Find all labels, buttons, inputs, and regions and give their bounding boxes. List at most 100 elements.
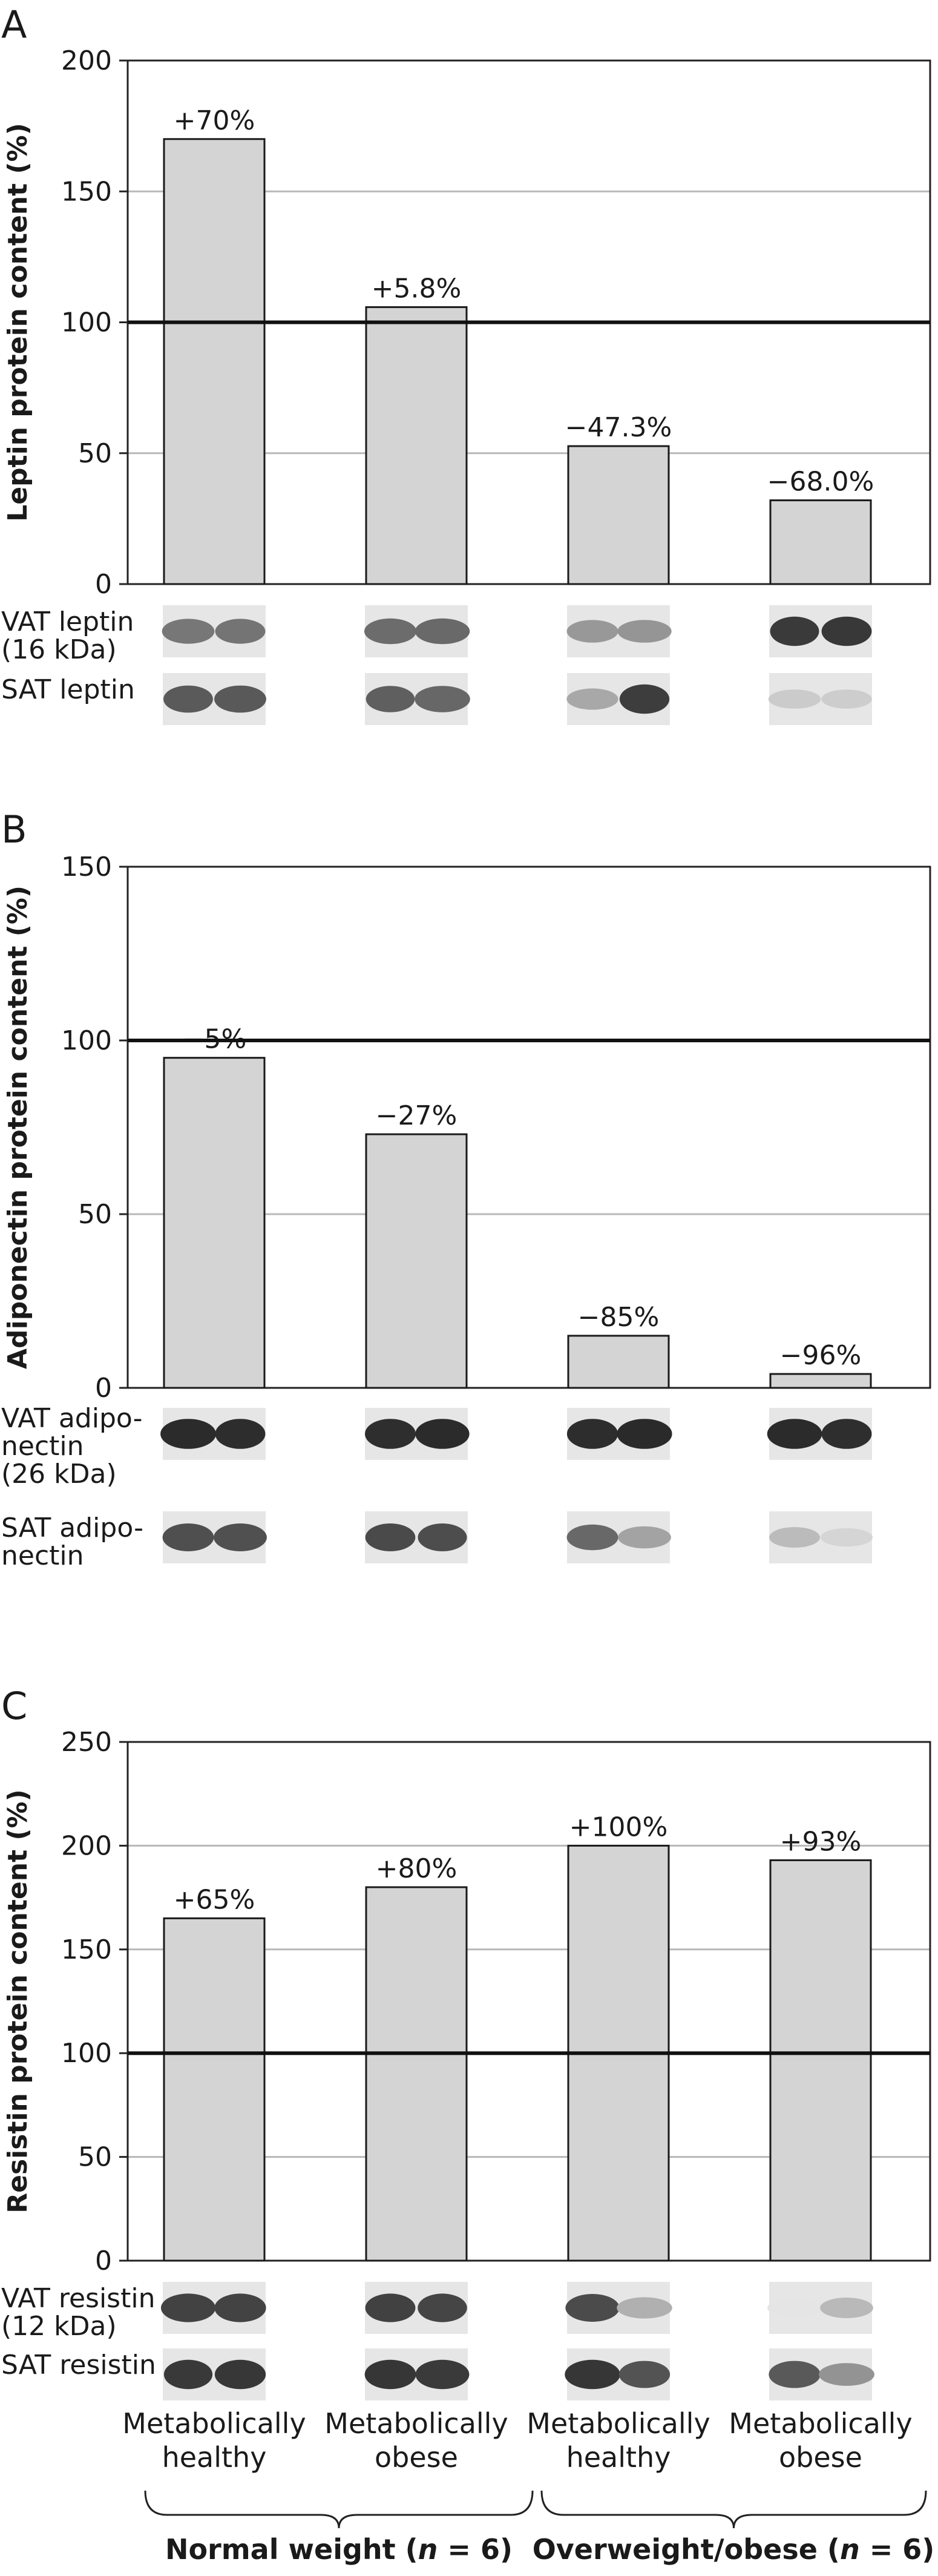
y-tick-label: 50 <box>78 438 112 469</box>
y-tick-label: 150 <box>61 176 112 207</box>
blot-band <box>566 1419 618 1449</box>
y-tick-label: 50 <box>78 2142 112 2173</box>
panel-letter: C <box>1 1684 27 1728</box>
blot-band <box>821 1528 873 1547</box>
blot-band <box>163 2359 213 2390</box>
blot-row: SAT resistin <box>1 2348 874 2400</box>
blot-band <box>215 619 266 644</box>
data-label: −96% <box>780 1340 862 1371</box>
group-label: Metabolically <box>729 2407 912 2440</box>
blot-band <box>160 1419 216 1449</box>
group-label: obese <box>375 2441 458 2474</box>
bar <box>163 138 266 585</box>
data-label: −68.0% <box>767 467 874 498</box>
blot-label: SAT adipo- <box>1 1513 143 1543</box>
blot-band <box>214 1523 267 1551</box>
blot-band <box>617 620 672 643</box>
blot-band <box>767 1419 822 1449</box>
data-label: +70% <box>174 105 255 136</box>
group-label: Metabolically <box>526 2407 710 2440</box>
blot-band <box>415 686 470 712</box>
bar <box>365 1886 468 2262</box>
y-tick-label: 50 <box>78 1199 112 1230</box>
y-tick-label: 0 <box>95 569 112 600</box>
blot-band <box>821 689 872 709</box>
blot-band <box>162 619 215 644</box>
blot-band <box>163 685 213 713</box>
bar <box>163 1057 266 1389</box>
group-label: Metabolically <box>324 2407 508 2440</box>
blot-label: (16 kDa) <box>1 634 117 665</box>
blot-band <box>215 1419 266 1449</box>
blot-band <box>365 1523 416 1551</box>
y-tick-label: 100 <box>61 2038 112 2069</box>
blot-band <box>418 1523 467 1551</box>
brace-normal-weight <box>144 2490 534 2529</box>
y-tick-label: 100 <box>61 307 112 338</box>
blot-label: VAT resistin <box>1 2283 155 2314</box>
blot-band <box>364 2359 416 2390</box>
data-label: +93% <box>780 1826 862 1857</box>
blot-band <box>618 1526 671 1549</box>
blot-band <box>366 686 415 712</box>
blot-band <box>365 2293 416 2322</box>
y-tick-label: 150 <box>61 1934 112 1965</box>
y-tick-label: 0 <box>95 1373 112 1404</box>
bar <box>567 1335 670 1389</box>
blot-label: (12 kDa) <box>1 2311 117 2342</box>
blot-label: SAT resistin <box>1 2350 156 2380</box>
blot-band <box>364 618 417 645</box>
blot-band <box>769 1527 820 1548</box>
bar <box>365 306 468 585</box>
panel-letter: B <box>1 807 27 852</box>
data-label: −27% <box>376 1100 458 1131</box>
blot-band <box>820 2298 873 2318</box>
blot-band <box>565 2294 620 2322</box>
y-tick-label: 250 <box>61 1727 112 1758</box>
blot-band <box>415 1419 470 1449</box>
blot-band <box>768 689 821 709</box>
blot-label: (26 kDa) <box>1 1459 117 1490</box>
blot-row: VAT leptin(16 kDa) <box>1 605 872 665</box>
bar <box>567 445 670 585</box>
y-axis-label: Adiponectin protein content (%) <box>2 886 33 1369</box>
plot-frame <box>126 866 931 1389</box>
bar <box>769 499 872 585</box>
blot-band <box>566 688 618 710</box>
blot-band <box>415 618 470 645</box>
blot-band <box>821 1419 872 1449</box>
blot-band <box>418 2293 467 2322</box>
bar <box>365 1133 468 1389</box>
y-tick-label: 150 <box>61 852 112 882</box>
data-label: +5.8% <box>372 273 462 304</box>
blot-row: SAT leptin <box>1 673 872 725</box>
blot-row: VAT resistin(12 kDa) <box>1 2282 873 2342</box>
y-tick-label: 200 <box>61 1830 112 1861</box>
blot-band <box>365 1419 416 1449</box>
blot-band <box>566 1524 618 1551</box>
panel-c: C 0 50 100 150 200 250 Resistin protein content… <box>1 1684 931 2400</box>
blot-label: nectin <box>1 1540 84 1571</box>
blot-label: SAT leptin <box>1 674 135 705</box>
brace-overweight-obese <box>540 2490 927 2529</box>
blot-label: VAT adipo- <box>1 1403 143 1434</box>
blot-band <box>617 1419 672 1449</box>
blot-band <box>618 2361 671 2388</box>
plot-frame <box>126 1741 931 2262</box>
panel-letter: A <box>1 2 27 47</box>
bar <box>163 1917 266 2262</box>
data-label: +100% <box>569 1812 668 1842</box>
bar <box>769 1373 872 1389</box>
data-label: −47.3% <box>565 412 672 443</box>
bar <box>769 1859 872 2262</box>
blot-band <box>769 2361 821 2388</box>
group-label: obese <box>779 2441 862 2474</box>
blot-band <box>214 2293 266 2322</box>
group-label: Metabolically <box>122 2407 306 2440</box>
blot-band <box>566 620 618 643</box>
blot-band <box>160 2293 216 2322</box>
blot-band <box>767 2299 822 2317</box>
blot-band <box>415 2359 470 2390</box>
blot-row: SAT adipo-nectin <box>1 1511 873 1571</box>
